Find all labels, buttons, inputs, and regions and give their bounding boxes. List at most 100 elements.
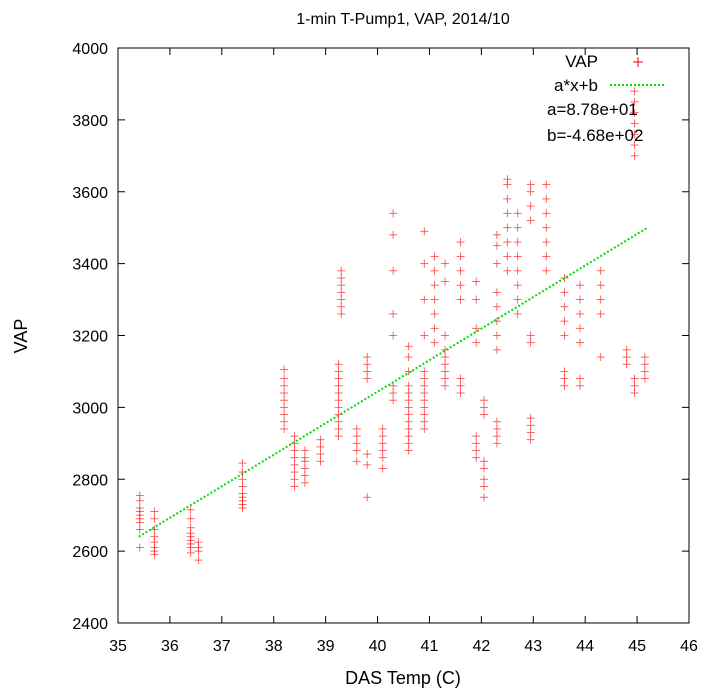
scatter-point (135, 504, 144, 512)
scatter-point (479, 493, 488, 502)
scatter-point (404, 396, 413, 405)
y-tick-label: 4000 (72, 41, 108, 58)
scatter-point (404, 403, 413, 412)
scatter-point (441, 259, 450, 268)
scatter-point (492, 417, 501, 426)
scatter-point (389, 230, 398, 239)
scatter-point (596, 353, 605, 362)
scatter-point (378, 464, 387, 473)
scatter-point (378, 432, 387, 441)
x-tick-label: 40 (369, 638, 387, 655)
scatter-point (492, 432, 501, 441)
scatter-point (404, 417, 413, 426)
scatter-point (479, 396, 488, 405)
fit-line (138, 226, 648, 538)
scatter-point (378, 453, 387, 462)
scatter-point (300, 471, 309, 480)
scatter-point (420, 367, 429, 376)
scatter-point (186, 505, 195, 514)
x-tick-label: 39 (317, 638, 335, 655)
x-tick-label: 35 (109, 638, 127, 655)
scatter-point (526, 216, 535, 225)
legend-label-vap: VAP (565, 52, 598, 71)
scatter-point (630, 108, 639, 117)
scatter-point (280, 396, 289, 405)
scatter-point (238, 482, 247, 491)
scatter-point (526, 414, 535, 423)
scatter-point (334, 396, 343, 405)
scatter-point (290, 482, 299, 491)
scatter-point (150, 525, 159, 534)
scatter-point (622, 360, 631, 369)
scatter-point (575, 309, 584, 318)
scatter-point (430, 295, 439, 304)
y-tick-label: 3000 (72, 400, 108, 417)
scatter-point (280, 410, 289, 419)
scatter-point (640, 360, 649, 369)
scatter-point (430, 281, 439, 290)
scatter-point (430, 324, 439, 333)
scatter-point (352, 446, 361, 455)
scatter-point (492, 230, 501, 239)
scatter-point (560, 367, 569, 376)
scatter-point (290, 475, 299, 484)
x-axis-label: DAS Temp (C) (345, 668, 461, 688)
scatter-point (472, 432, 481, 441)
x-tick-label: 46 (680, 638, 698, 655)
scatter-point (337, 302, 346, 311)
scatter-point (290, 432, 299, 441)
scatter-point (513, 295, 522, 304)
legend: VAP a*x+b a=8.78e+01 b=-4.68e+02 (547, 52, 666, 145)
scatter-point (456, 381, 465, 390)
scatter-point (542, 194, 551, 203)
scatter-point (420, 259, 429, 268)
scatter-point (135, 491, 144, 500)
scatter-point (526, 428, 535, 437)
y-tick-label: 3400 (72, 257, 108, 274)
scatter-point (363, 353, 372, 362)
scatter-point (560, 381, 569, 390)
x-tick-label: 42 (472, 638, 490, 655)
scatter-point (363, 493, 372, 502)
scatter-point (441, 374, 450, 383)
scatter-point (513, 209, 522, 218)
scatter-point (630, 119, 639, 128)
scatter-point (404, 410, 413, 419)
scatter-point (194, 556, 203, 565)
scatter-point (575, 324, 584, 333)
scatter-point (513, 223, 522, 232)
y-tick-label: 3200 (72, 329, 108, 346)
fit-line-group (138, 226, 648, 538)
scatter-point (290, 453, 299, 462)
scatter-point (363, 367, 372, 376)
scatter-point (630, 151, 639, 160)
scatter-point (441, 353, 450, 362)
scatter-point (290, 446, 299, 455)
scatter-point (513, 309, 522, 318)
scatter-point (404, 381, 413, 390)
scatter-point (492, 424, 501, 433)
scatter-point (456, 281, 465, 290)
scatter-point (596, 281, 605, 290)
scatter-point (404, 424, 413, 433)
x-tick-label: 37 (213, 638, 231, 655)
scatter-point (300, 464, 309, 473)
scatter-point (596, 309, 605, 318)
scatter-point (389, 309, 398, 318)
scatter-point (290, 468, 299, 477)
scatter-point (526, 338, 535, 347)
scatter-point (389, 266, 398, 275)
scatter-point (560, 274, 569, 282)
scatter-point (420, 227, 429, 236)
scatter-point (337, 309, 346, 318)
scatter-point (334, 403, 343, 412)
scatter-point (441, 360, 450, 369)
scatter-point (492, 259, 501, 268)
scatter-point (479, 482, 488, 491)
y-axis-ticks: 2400 2600 2800 3000 3200 3400 3600 3800 4000 (72, 41, 689, 633)
x-tick-label: 38 (265, 638, 283, 655)
scatter-point (378, 439, 387, 448)
scatter-points (135, 87, 649, 565)
scatter-point (420, 396, 429, 405)
scatter-point (363, 360, 372, 369)
